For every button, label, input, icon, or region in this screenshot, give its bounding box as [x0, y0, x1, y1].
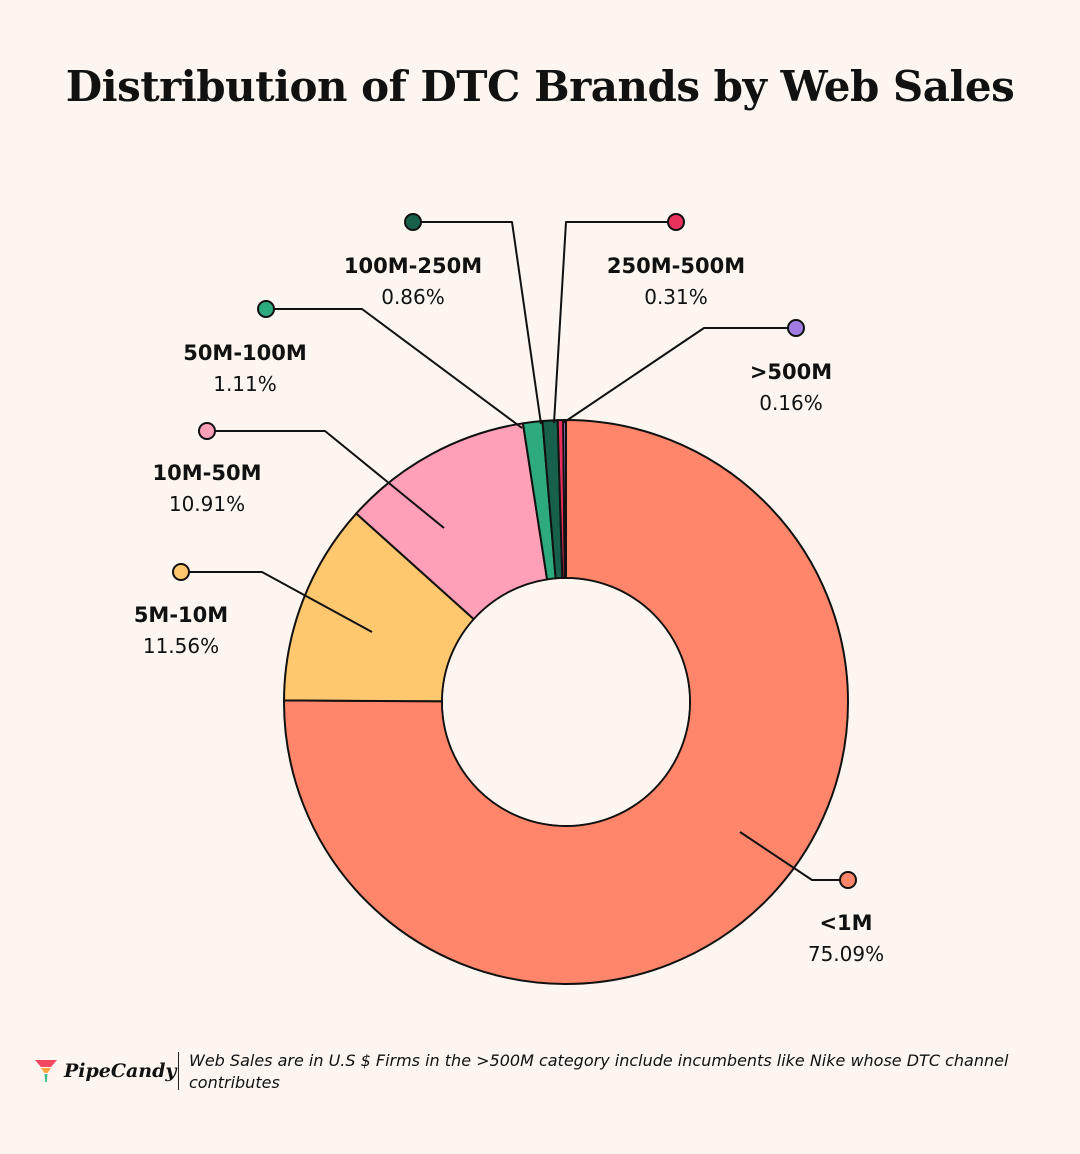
- leader-line-2: [207, 430, 445, 529]
- footer-divider: [178, 1052, 179, 1090]
- legend-dot-2: [198, 422, 216, 440]
- slice-label-6: >500M: [750, 360, 832, 384]
- legend-dot-6: [787, 319, 805, 337]
- footnote: Web Sales are in U.S $ Firms in the >500…: [189, 1051, 1009, 1092]
- slice-0: [283, 419, 849, 985]
- legend-dot-0: [839, 871, 857, 889]
- slice-value-3: 1.11%: [213, 372, 277, 396]
- slice-label-4: 100M-250M: [344, 254, 482, 278]
- slice-label-3: 50M-100M: [183, 341, 307, 365]
- pipecandy-logo: PipeCandy: [34, 1056, 176, 1086]
- slice-value-1: 11.56%: [143, 634, 219, 658]
- slice-label-5: 250M-500M: [607, 254, 745, 278]
- funnel-icon: [35, 1060, 57, 1082]
- legend-dot-5: [667, 213, 685, 231]
- leader-line-6: [562, 327, 796, 424]
- slice-value-5: 0.31%: [644, 285, 708, 309]
- legend-dot-3: [257, 300, 275, 318]
- footer: PipeCandy Web Sales are in U.S $ Firms i…: [34, 1050, 1044, 1094]
- legend-dot-4: [404, 213, 422, 231]
- slice-value-0: 75.09%: [808, 942, 884, 966]
- slice-value-6: 0.16%: [759, 391, 823, 415]
- donut-slices: [283, 418, 849, 985]
- leader-line-0: [739, 831, 848, 881]
- brand-name: PipeCandy: [64, 1060, 177, 1082]
- slice-label-1: 5M-10M: [134, 603, 228, 627]
- slice-6: [562, 418, 567, 580]
- slice-labels: <1M 75.09% 5M-10M 11.56% 10M-50M 10.91% 50M-10…: [134, 254, 884, 966]
- slice-value-4: 0.86%: [381, 285, 445, 309]
- slice-label-0: <1M: [819, 911, 872, 935]
- leader-line-3: [266, 308, 523, 429]
- leader-lines: [172, 213, 857, 889]
- slice-label-2: 10M-50M: [153, 461, 262, 485]
- donut-hole: [443, 579, 689, 825]
- leader-line-5: [553, 221, 676, 424]
- legend-dot-1: [172, 563, 190, 581]
- leader-line-1: [181, 571, 373, 633]
- chart-title: Distribution of DTC Brands by Web Sales: [65, 62, 1015, 111]
- leader-line-4: [413, 221, 542, 425]
- slice-1: [283, 512, 475, 703]
- slice-value-2: 10.91%: [169, 492, 245, 516]
- donut-chart: <1M 75.09% 5M-10M 11.56% 10M-50M 10.91% 50M-10…: [134, 213, 884, 985]
